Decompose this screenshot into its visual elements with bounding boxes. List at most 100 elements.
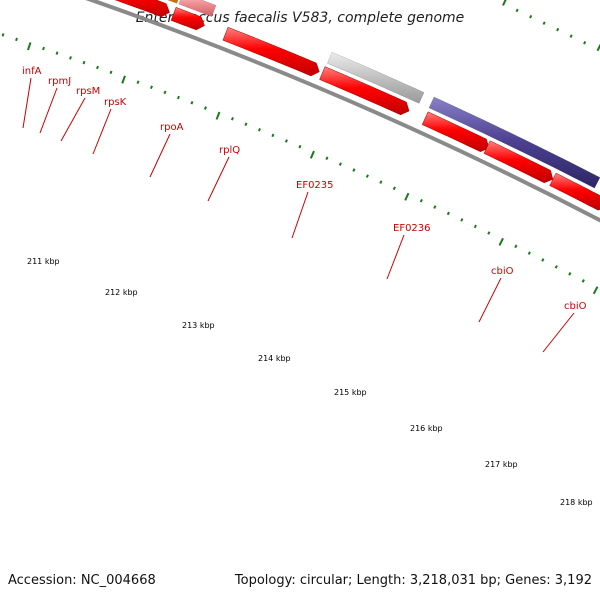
gene-label-rpsM[interactable]: rpsM: [76, 86, 100, 97]
feature-layer: [167, 0, 600, 189]
label-leader-line: [542, 312, 575, 353]
inner-tick: [42, 46, 45, 51]
inner-tick: [163, 90, 167, 95]
label-leader-line: [22, 77, 32, 129]
inner-tick: [96, 65, 99, 70]
label-leader-line: [291, 191, 309, 239]
feature-rplQ: [178, 0, 217, 17]
inner-tick: [26, 42, 32, 51]
inner-tick: [176, 95, 180, 100]
outer-tick-marks: [502, 0, 600, 52]
inner-tick: [109, 70, 113, 75]
inner-tick: [271, 133, 275, 138]
inner-tick: [298, 144, 302, 149]
cds-arrow: [170, 6, 205, 31]
cds-arrow: [549, 172, 600, 211]
inner-tick: [244, 122, 248, 127]
label-leader-line: [149, 133, 171, 178]
inner-tick: [365, 174, 369, 178]
gene-label-cbiO-1[interactable]: cbiO: [491, 266, 514, 277]
tick-label-214kbp: 214 kbp: [258, 354, 291, 363]
label-leader-line: [60, 97, 86, 142]
inner-tick: [1, 33, 5, 37]
inner-tick: [498, 237, 504, 246]
inner-tick: [419, 198, 423, 203]
inner-tick: [473, 224, 477, 229]
inner-tick: [460, 218, 464, 222]
inner-tick: [69, 56, 72, 60]
inner-tick: [487, 231, 491, 235]
inner-tick: [82, 60, 86, 65]
inner-tick: [215, 111, 221, 120]
inner-tick: [352, 168, 356, 172]
inner-tick: [338, 162, 342, 166]
tick-label-212kbp: 212 kbp: [105, 288, 138, 297]
outer-tick: [569, 34, 573, 38]
inner-tick: [121, 75, 126, 84]
inner-tick: [392, 186, 396, 191]
outer-tick: [556, 27, 560, 32]
genome-backbone: [85, 0, 600, 223]
outer-tick: [529, 14, 533, 19]
inner-tick: [150, 85, 153, 90]
inner-tick: [257, 128, 261, 132]
inner-tick: [325, 156, 329, 161]
inner-tick: [379, 180, 383, 184]
inner-tick: [581, 279, 585, 283]
tick-label-213kbp: 213 kbp: [182, 321, 215, 330]
inner-tick: [203, 106, 207, 110]
inner-tick: [404, 192, 410, 201]
accession-text: Accession: NC_004668: [8, 573, 156, 588]
tick-label-215kbp: 215 kbp: [334, 388, 367, 397]
gene-label-rpsK[interactable]: rpsK: [104, 97, 127, 108]
gene-label-rpoA[interactable]: rpoA: [160, 122, 184, 133]
tick-label-218kbp: 218 kbp: [560, 498, 593, 507]
gene-label-EF0235[interactable]: EF0235: [296, 180, 334, 191]
cds-arrow: [222, 26, 320, 77]
inner-tick: [541, 258, 545, 262]
label-leader-line: [207, 156, 230, 202]
inner-tick: [15, 37, 18, 42]
inner-tick: [446, 211, 450, 216]
inner-tick: [568, 272, 572, 276]
inner-tick: [230, 117, 234, 121]
outer-tick: [515, 8, 519, 13]
map-title: Enterococcus faecalis V583, complete gen…: [135, 10, 465, 26]
label-leader-line: [39, 87, 58, 134]
gene-label-rpmJ[interactable]: rpmJ: [48, 76, 71, 87]
inner-tick-marks: [1, 33, 599, 295]
inner-tick: [55, 51, 59, 55]
inner-tick: [592, 286, 599, 295]
inner-tick: [554, 265, 558, 269]
tick-label-217kbp: 217 kbp: [485, 460, 518, 469]
feature-rpoA: [167, 0, 179, 4]
gene-label-cbiO-2[interactable]: cbiO: [564, 301, 587, 312]
tick-label-211kbp: 211 kbp: [27, 257, 60, 266]
label-leader-line: [92, 108, 112, 155]
label-leader-line: [478, 277, 502, 323]
outer-tick: [583, 40, 587, 45]
inner-tick: [284, 139, 288, 143]
cds-arrow: [483, 140, 554, 184]
gene-label-rplQ[interactable]: rplQ: [219, 145, 240, 156]
cds-arrow: [421, 111, 490, 152]
inner-tick: [136, 80, 140, 84]
feature-EF0236: [326, 51, 425, 104]
inner-tick: [433, 205, 437, 209]
label-leader-line: [386, 234, 405, 280]
gene-label-infA[interactable]: infA: [22, 66, 42, 77]
cds-arrow: [319, 66, 410, 116]
inner-tick: [190, 101, 194, 105]
genome-summary-text: Topology: circular; Length: 3,218,031 bp…: [234, 573, 592, 588]
label-leader-lines: [22, 77, 575, 353]
outer-tick: [596, 44, 600, 52]
outer-tick: [542, 21, 546, 25]
gene-label-EF0236[interactable]: EF0236: [393, 223, 431, 234]
tick-label-216kbp: 216 kbp: [410, 424, 443, 433]
cds-layer: [114, 0, 600, 211]
inner-tick: [514, 244, 518, 249]
feature-cbiO: [428, 96, 600, 189]
inner-tick: [527, 251, 531, 255]
inner-tick: [309, 150, 315, 159]
